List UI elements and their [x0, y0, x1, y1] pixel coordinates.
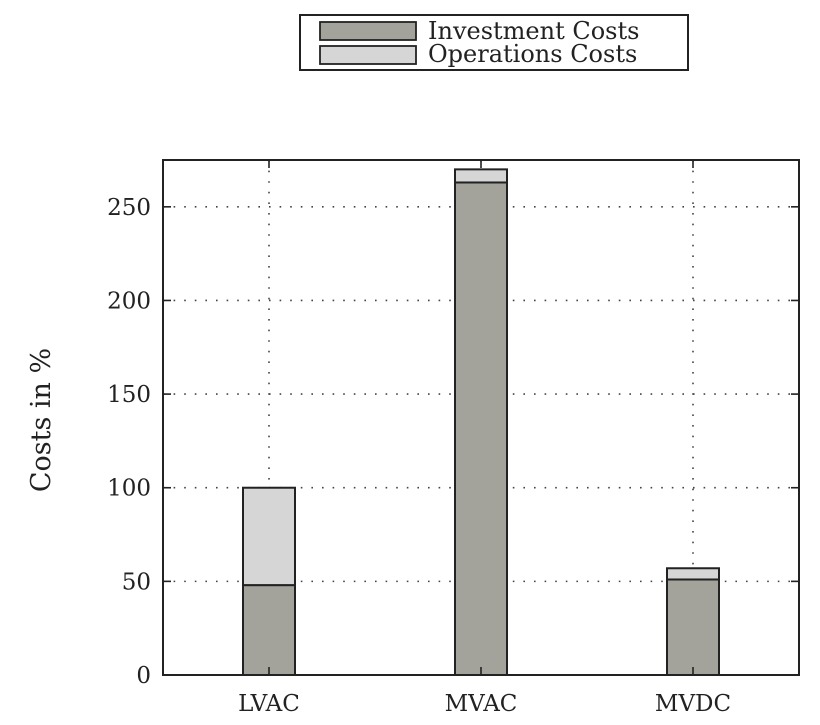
bar-segment-investment [666, 578, 720, 676]
x-tick-label: LVAC [238, 691, 300, 717]
x-axis-ticks: LVAC MVAC MVDC [238, 160, 731, 717]
y-tick-label: 0 [136, 663, 151, 689]
y-tick-label: 200 [107, 288, 151, 314]
bar-segment-operations [454, 168, 508, 184]
bar-segment-operations [666, 567, 720, 581]
y-axis-ticks: 0 50 100 150 200 250 [107, 195, 799, 689]
bars [242, 168, 720, 677]
y-tick-label: 100 [107, 476, 151, 502]
legend: Investment Costs Operations Costs [299, 14, 689, 71]
bar-segment-operations [242, 486, 296, 587]
legend-label-operations: Operations Costs [428, 40, 637, 68]
x-tick-label: MVAC [445, 691, 518, 717]
legend-swatch-operations [319, 45, 417, 65]
y-tick-label: 250 [107, 195, 151, 221]
legend-swatch-investment [319, 21, 417, 41]
y-axis-label: Costs in % [26, 348, 57, 492]
bar-segment-investment [454, 181, 508, 677]
y-tick-label: 50 [122, 569, 151, 595]
x-tick-label: MVDC [655, 691, 731, 717]
y-tick-label: 150 [107, 382, 151, 408]
legend-label-investment: Investment Costs [428, 17, 639, 45]
bar-segment-investment [242, 584, 296, 676]
